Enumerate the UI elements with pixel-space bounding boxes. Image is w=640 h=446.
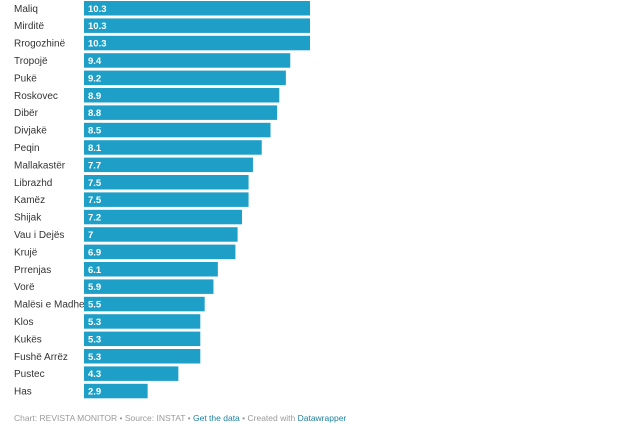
created-with-text: Created with bbox=[247, 413, 298, 423]
bar[interactable] bbox=[84, 105, 278, 120]
category-label: Tropojë bbox=[14, 56, 48, 67]
category-label: Peqin bbox=[14, 143, 40, 154]
bar[interactable] bbox=[84, 209, 242, 225]
bar[interactable] bbox=[84, 88, 280, 103]
value-label: 6.9 bbox=[88, 247, 101, 258]
category-label: Krujë bbox=[14, 247, 38, 258]
footer-separator: • bbox=[185, 413, 193, 423]
value-label: 4.3 bbox=[88, 369, 101, 380]
value-label: 5.3 bbox=[88, 317, 101, 328]
bar[interactable] bbox=[84, 227, 238, 242]
category-label: Pustec bbox=[14, 369, 45, 380]
category-label: Klos bbox=[14, 317, 33, 328]
bar[interactable] bbox=[84, 383, 148, 399]
category-label: Mirditë bbox=[14, 21, 44, 32]
value-label: 5.3 bbox=[88, 334, 101, 345]
value-label: 8.1 bbox=[88, 143, 102, 154]
bar[interactable] bbox=[84, 349, 201, 364]
footer-separator: • bbox=[239, 413, 248, 423]
bar[interactable] bbox=[84, 175, 249, 190]
category-label: Fushë Arrëz bbox=[14, 352, 68, 363]
value-label: 10.3 bbox=[88, 4, 107, 15]
value-label: 7.7 bbox=[88, 160, 101, 171]
bar[interactable] bbox=[84, 122, 271, 138]
bar[interactable] bbox=[84, 157, 253, 173]
datawrapper-link[interactable]: Datawrapper bbox=[297, 413, 347, 423]
value-label: 2.9 bbox=[88, 387, 101, 398]
bar[interactable] bbox=[84, 1, 310, 16]
bar[interactable] bbox=[84, 70, 286, 86]
value-label: 8.9 bbox=[88, 91, 101, 102]
bar[interactable] bbox=[84, 296, 205, 312]
category-label: Librazhd bbox=[14, 178, 52, 189]
get-the-data-link[interactable]: Get the data bbox=[193, 413, 240, 423]
value-label: 8.5 bbox=[88, 126, 102, 137]
footer-separator: • bbox=[117, 413, 125, 423]
category-label: Pukë bbox=[14, 73, 37, 84]
category-label: Vau i Dejës bbox=[14, 230, 64, 241]
category-label: Prrenjas bbox=[14, 265, 51, 276]
value-label: 5.9 bbox=[88, 282, 101, 293]
chart-credit: Chart: REVISTA MONITOR bbox=[14, 413, 118, 423]
bar[interactable] bbox=[84, 314, 201, 329]
category-label: Malësi e Madhe bbox=[14, 300, 85, 311]
category-label: Kamëz bbox=[14, 195, 45, 206]
value-label: 7.5 bbox=[88, 195, 102, 206]
value-label: 5.5 bbox=[88, 300, 102, 311]
value-label: 8.8 bbox=[88, 108, 101, 119]
bar-chart: Maliq 10.3 Mirditë 10.3 Rrogozhinë 10.3 Tropoj… bbox=[14, 1, 310, 399]
bar[interactable] bbox=[84, 140, 262, 155]
category-label: Maliq bbox=[14, 4, 38, 15]
bar[interactable] bbox=[84, 366, 179, 381]
value-label: 9.4 bbox=[88, 56, 102, 67]
value-label: 6.1 bbox=[88, 265, 102, 276]
value-label: 7.5 bbox=[88, 178, 102, 189]
value-label: 10.3 bbox=[88, 39, 107, 50]
category-label: Has bbox=[14, 387, 32, 398]
value-label: 7 bbox=[88, 230, 93, 241]
category-label: Dibër bbox=[14, 108, 39, 119]
value-label: 9.2 bbox=[88, 73, 101, 84]
category-label: Shijak bbox=[14, 213, 42, 224]
bar[interactable] bbox=[84, 331, 201, 347]
category-label: Roskovec bbox=[14, 91, 58, 102]
bar[interactable] bbox=[84, 35, 310, 51]
bar[interactable] bbox=[84, 244, 236, 260]
category-label: Mallakastër bbox=[14, 160, 66, 171]
chart-footer: Chart: REVISTA MONITOR • Source: INSTAT … bbox=[14, 413, 346, 423]
source-text: Source: INSTAT bbox=[124, 413, 186, 423]
category-label: Divjakë bbox=[14, 126, 47, 137]
bar[interactable] bbox=[84, 192, 249, 207]
bar[interactable] bbox=[84, 53, 291, 68]
value-label: 5.3 bbox=[88, 352, 101, 363]
value-label: 10.3 bbox=[88, 21, 107, 32]
bar[interactable] bbox=[84, 18, 310, 33]
value-label: 7.2 bbox=[88, 213, 101, 224]
bar[interactable] bbox=[84, 279, 214, 294]
category-label: Kukës bbox=[14, 334, 42, 345]
category-label: Rrogozhinë bbox=[14, 39, 66, 50]
bar[interactable] bbox=[84, 262, 218, 277]
category-label: Vorë bbox=[14, 282, 35, 293]
